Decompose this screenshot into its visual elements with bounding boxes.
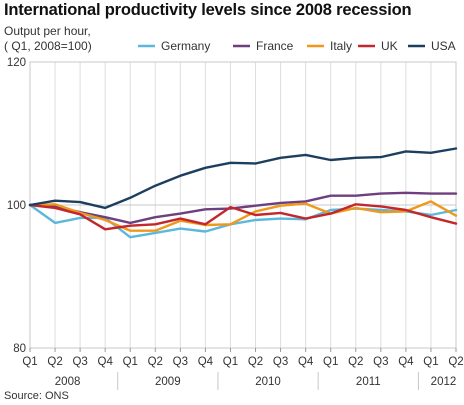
chart-title: International productivity levels since … bbox=[4, 1, 412, 19]
x-tick-label: Q4 bbox=[398, 356, 414, 368]
y-tick-label: 120 bbox=[7, 57, 26, 69]
series-line-usa bbox=[28, 147, 458, 210]
x-tick-label: Q3 bbox=[173, 356, 188, 368]
x-tick-label: Q3 bbox=[273, 356, 288, 368]
x-year-label: 2008 bbox=[55, 376, 81, 388]
subtitle-line-1: Output per hour, bbox=[4, 24, 91, 38]
x-tick-label: Q2 bbox=[47, 356, 62, 368]
x-tick-label: Q3 bbox=[72, 356, 87, 368]
legend-label-france: France bbox=[256, 39, 294, 53]
x-year-label: 2011 bbox=[356, 376, 381, 388]
legend-label-usa: USA bbox=[431, 39, 456, 53]
x-tick-label: Q2 bbox=[348, 356, 363, 368]
legend-label-germany: Germany bbox=[161, 39, 210, 53]
x-tick-label: Q1 bbox=[323, 356, 338, 368]
legend-label-uk: UK bbox=[381, 39, 398, 53]
x-tick-label: Q2 bbox=[448, 356, 463, 368]
x-tick-label: Q3 bbox=[373, 356, 388, 368]
x-year-label: 2009 bbox=[155, 376, 181, 388]
series-line-uk bbox=[28, 203, 458, 231]
legend-label-italy: Italy bbox=[330, 39, 352, 53]
series-line-italy bbox=[28, 200, 458, 232]
x-year-label: 2010 bbox=[255, 376, 281, 388]
y-tick-label: 100 bbox=[7, 200, 26, 212]
source-note: Source: ONS bbox=[4, 390, 69, 402]
x-tick-label: Q4 bbox=[98, 356, 114, 368]
x-tick-label: Q1 bbox=[22, 356, 37, 368]
x-tick-label: Q4 bbox=[198, 356, 214, 368]
x-tick-label: Q1 bbox=[223, 356, 238, 368]
x-tick-label: Q2 bbox=[248, 356, 263, 368]
series-line-france bbox=[28, 191, 458, 225]
y-axis-unit-label: Output per hour, ( Q1, 2008=100) bbox=[4, 24, 134, 54]
y-tick-label: 80 bbox=[13, 343, 26, 355]
subtitle-line-2: ( Q1, 2008=100) bbox=[4, 39, 92, 53]
x-year-label: 2012 bbox=[431, 376, 457, 388]
x-tick-label: Q4 bbox=[298, 356, 314, 368]
x-tick-label: Q2 bbox=[148, 356, 163, 368]
x-tick-label: Q1 bbox=[423, 356, 438, 368]
x-tick-label: Q1 bbox=[123, 356, 138, 368]
